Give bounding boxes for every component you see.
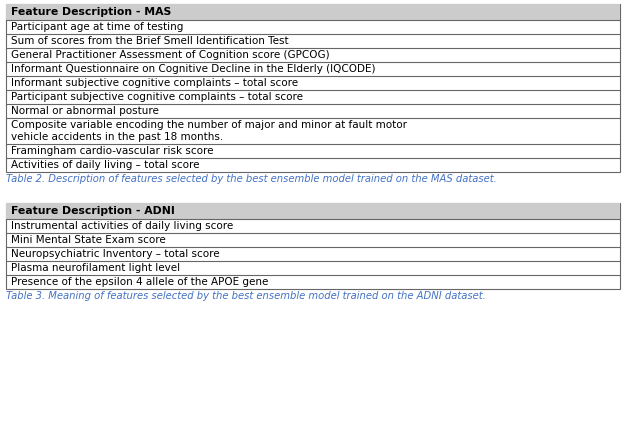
Bar	[6, 4, 620, 20]
Text: General Practitioner Assessment of Cognition score (GPCOG): General Practitioner Assessment of Cogni…	[11, 50, 330, 60]
Text: Feature Description - ADNI: Feature Description - ADNI	[11, 206, 175, 216]
Bar	[6, 203, 620, 219]
Text: Informant Questionnaire on Cognitive Decline in the Elderly (IQCODE): Informant Questionnaire on Cognitive Dec…	[11, 64, 376, 74]
Text: Feature Description - MAS: Feature Description - MAS	[11, 7, 172, 17]
Text: Normal or abnormal posture: Normal or abnormal posture	[11, 106, 159, 116]
Text: Participant subjective cognitive complaints – total score: Participant subjective cognitive complai…	[11, 92, 303, 102]
Text: vehicle accidents in the past 18 months.: vehicle accidents in the past 18 months.	[11, 132, 223, 142]
Text: Presence of the epsilon 4 allele of the APOE gene: Presence of the epsilon 4 allele of the …	[11, 277, 268, 287]
Text: Activities of daily living – total score: Activities of daily living – total score	[11, 160, 200, 170]
Text: Table 2. Description of features selected by the best ensemble model trained on : Table 2. Description of features selecte…	[6, 174, 497, 184]
Text: Plasma neurofilament light level: Plasma neurofilament light level	[11, 263, 180, 273]
Text: Mini Mental State Exam score: Mini Mental State Exam score	[11, 235, 166, 245]
Text: Informant subjective cognitive complaints – total score: Informant subjective cognitive complaint…	[11, 78, 298, 88]
Text: Framingham cardio-vascular risk score: Framingham cardio-vascular risk score	[11, 146, 214, 156]
Text: Participant age at time of testing: Participant age at time of testing	[11, 22, 184, 32]
Text: Sum of scores from the Brief Smell Identification Test: Sum of scores from the Brief Smell Ident…	[11, 36, 289, 46]
Text: Instrumental activities of daily living score: Instrumental activities of daily living …	[11, 221, 233, 231]
Text: Neuropsychiatric Inventory – total score: Neuropsychiatric Inventory – total score	[11, 249, 220, 259]
Bar	[6, 203, 620, 289]
Text: Composite variable encoding the number of major and minor at fault motor: Composite variable encoding the number o…	[11, 120, 407, 130]
Text: Table 3. Meaning of features selected by the best ensemble model trained on the : Table 3. Meaning of features selected by…	[6, 291, 486, 301]
Bar	[6, 4, 620, 172]
